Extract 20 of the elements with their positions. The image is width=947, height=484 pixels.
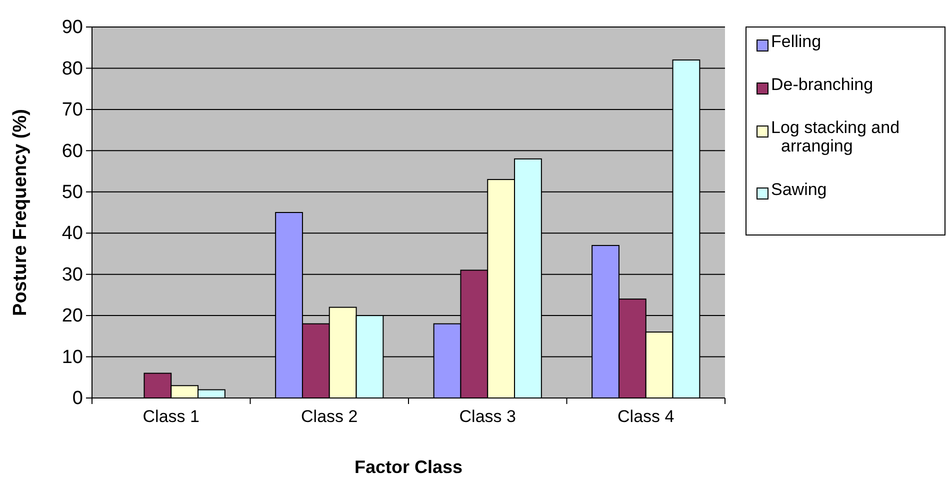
- legend-label: Log stacking and arranging: [771, 118, 900, 156]
- y-tick-label: 10: [62, 346, 83, 368]
- x-tick-label: Class 4: [618, 407, 674, 426]
- x-tick-label: Class 3: [459, 407, 516, 426]
- y-tick-label: 90: [62, 17, 83, 38]
- legend-label: De-branching: [771, 75, 874, 94]
- y-tick-label: 30: [62, 264, 83, 286]
- legend-label: Felling: [771, 32, 822, 51]
- y-tick-label: 80: [62, 58, 83, 80]
- y-tick-label: 50: [62, 182, 83, 203]
- y-tick-label: 0: [72, 388, 83, 410]
- y-tick-label: 70: [62, 100, 83, 121]
- x-tick-label: Class 1: [142, 407, 200, 426]
- x-tick-label: Class 2: [301, 407, 358, 426]
- x-axis-title: Factor Class: [354, 457, 463, 477]
- legend-label: Sawing: [771, 180, 827, 199]
- y-axis-title: Posture Frequency (%): [10, 109, 31, 316]
- y-tick-label: 60: [62, 140, 83, 162]
- y-tick-label: 20: [62, 306, 83, 327]
- y-tick-label: 40: [62, 223, 83, 244]
